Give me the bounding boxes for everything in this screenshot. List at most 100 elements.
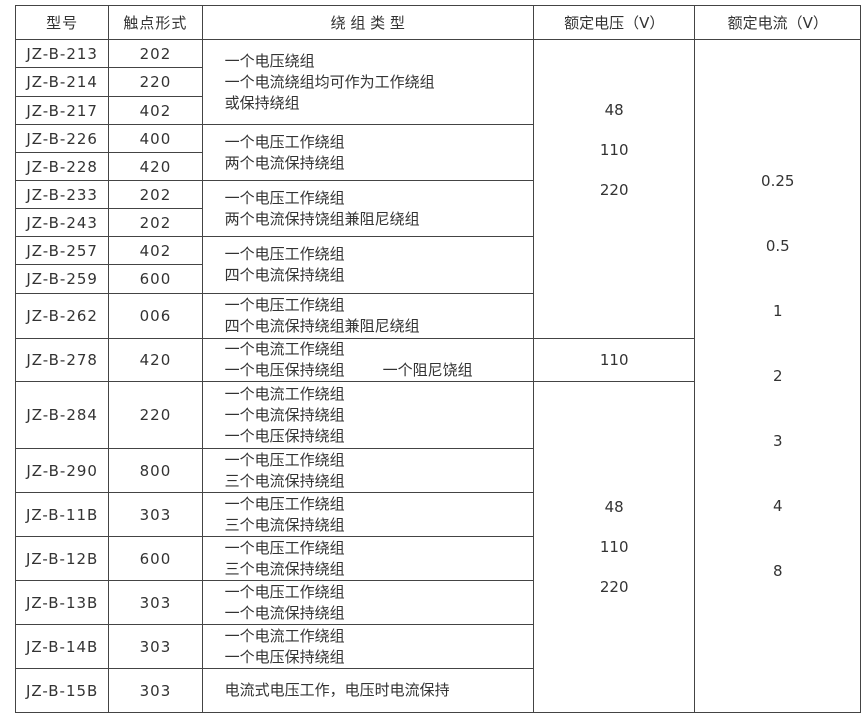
current-value: 0.25 <box>761 171 795 190</box>
voltage-value: 48 <box>604 101 624 119</box>
current-value: 0.5 <box>765 236 790 255</box>
winding-text: 一个阻尼饶组 <box>382 361 473 379</box>
voltage-value: 220 <box>599 181 629 199</box>
contact-cell: 202 <box>108 208 203 237</box>
model-cell: JZ-B-226 <box>14 124 110 153</box>
winding-cell: 一个电压工作绕组 三个电流保持绕组 <box>201 492 534 537</box>
contact-cell: 420 <box>108 338 203 382</box>
winding-line: 一个电压工作绕组 <box>224 494 345 513</box>
voltage-value: 220 <box>599 578 629 596</box>
current-value: 2 <box>772 366 783 385</box>
current-value: 8 <box>772 561 783 580</box>
table-row: JZ-B-213 202 一个电压绕组 一个电流绕组均可作为工作绕组 或保持绕组… <box>14 39 861 713</box>
table-row: JZ-B-12B 600 一个电压工作绕组 三个电流保持绕组 <box>14 536 861 581</box>
contact-cell: 220 <box>108 381 203 449</box>
winding-line: 三个电流保持绕组 <box>224 515 345 534</box>
table-row: JZ-B-262 006 一个电压工作绕组 四个电流保持绕组兼阻尼绕组 <box>14 293 861 339</box>
winding-line: 一个电压保持绕组 一个阻尼饶组 <box>225 360 533 381</box>
winding-cell: 一个电压工作绕组 两个电流保持饶组兼阻尼绕组 <box>201 180 534 237</box>
header-model: 型号 <box>14 5 110 40</box>
voltage-cell: 48 110 220 <box>532 39 696 339</box>
voltage-value: 48 <box>604 498 624 516</box>
table-row: JZ-B-226 400 一个电压工作绕组 两个电流保持绕组 <box>14 124 861 181</box>
contact-cell: 800 <box>108 448 203 493</box>
winding-line: 一个电流保持绕组 <box>224 405 345 424</box>
winding-line: 一个电流工作绕组 <box>224 626 345 645</box>
contact-cell: 303 <box>108 492 203 537</box>
contact-cell: 402 <box>108 236 203 265</box>
winding-line: 一个电压工作绕组 <box>224 582 345 601</box>
table-row: JZ-B-278 420 一个电流工作绕组 一个电压保持绕组 一个阻尼饶组 110 <box>14 338 861 382</box>
winding-cell: 一个电压绕组 一个电流绕组均可作为工作绕组 或保持绕组 <box>201 39 534 125</box>
table-row: JZ-B-11B 303 一个电压工作绕组 三个电流保持绕组 <box>14 492 861 537</box>
model-cell: JZ-B-217 <box>14 96 110 125</box>
model-cell: JZ-B-262 <box>14 293 110 339</box>
winding-line: 一个电流保持绕组 <box>224 603 345 622</box>
contact-cell: 202 <box>108 180 203 209</box>
winding-line: 电流式电压工作，电压时电流保持 <box>224 681 450 699</box>
model-cell: JZ-B-243 <box>14 208 110 237</box>
model-cell: JZ-B-290 <box>14 448 110 493</box>
winding-cell: 一个电压工作绕组 四个电流保持绕组 <box>201 236 534 294</box>
table-row: JZ-B-14B 303 一个电流工作绕组 一个电压保持绕组 <box>14 624 861 669</box>
voltage-value: 110 <box>599 538 629 556</box>
table-row: JZ-B-15B 303 电流式电压工作，电压时电流保持 <box>14 668 861 713</box>
table-row: JZ-B-284 220 一个电流工作绕组 一个电流保持绕组 一个电压保持绕组 … <box>14 381 861 713</box>
contact-cell: 420 <box>108 152 203 181</box>
voltage-cell: 110 <box>532 338 696 382</box>
winding-line: 一个电压工作绕组 <box>224 188 345 207</box>
model-cell: JZ-B-214 <box>14 67 110 97</box>
winding-line: 一个电流工作绕组 <box>224 384 345 403</box>
relay-spec-table: 型号 触点形式 绕 组 类 型 额定电压（V） 额定电流（V） JZ-B-213… <box>14 5 861 713</box>
model-cell: JZ-B-12B <box>14 536 110 581</box>
model-cell: JZ-B-213 <box>14 39 110 68</box>
winding-line: 一个电压保持绕组 <box>224 426 345 445</box>
winding-cell: 一个电流工作绕组 一个电流保持绕组 一个电压保持绕组 <box>201 381 534 449</box>
model-cell: JZ-B-13B <box>14 580 110 625</box>
winding-line: 一个电流工作绕组 <box>224 340 345 358</box>
contact-cell: 402 <box>108 96 203 125</box>
contact-cell: 600 <box>108 264 203 294</box>
table-row: JZ-B-257 402 一个电压工作绕组 四个电流保持绕组 <box>14 236 861 294</box>
winding-cell: 一个电压工作绕组 三个电流保持绕组 <box>201 448 534 493</box>
table-row: JZ-B-217 402 <box>14 96 861 125</box>
winding-line: 两个电流保持饶组兼阻尼绕组 <box>224 209 420 228</box>
contact-cell: 006 <box>108 293 203 339</box>
header-winding: 绕 组 类 型 <box>201 5 534 40</box>
winding-cell: 一个电压工作绕组 三个电流保持绕组 <box>201 536 534 581</box>
model-cell: JZ-B-233 <box>14 180 110 209</box>
table-row: JZ-B-243 202 <box>14 208 861 237</box>
contact-cell: 202 <box>108 39 203 68</box>
winding-line: 两个电流保持绕组 <box>224 153 345 172</box>
winding-line: 四个电流保持绕组兼阻尼绕组 <box>224 317 420 335</box>
model-cell: JZ-B-11B <box>14 492 110 537</box>
table-row: JZ-B-233 202 一个电压工作绕组 两个电流保持饶组兼阻尼绕组 <box>14 180 861 237</box>
winding-line: 三个电流保持绕组 <box>224 559 345 578</box>
winding-cell: 电流式电压工作，电压时电流保持 <box>201 668 534 713</box>
model-cell: JZ-B-257 <box>14 236 110 265</box>
contact-cell: 303 <box>108 580 203 625</box>
winding-text: 一个电压保持绕组 <box>224 361 345 379</box>
header-current: 额定电流（V） <box>694 5 861 40</box>
winding-cell: 一个电压工作绕组 四个电流保持绕组兼阻尼绕组 <box>201 293 534 339</box>
winding-cell: 一个电压工作绕组 一个电流保持绕组 <box>201 580 534 625</box>
winding-line: 一个电压工作绕组 <box>224 450 345 469</box>
winding-line: 一个电压工作绕组 <box>224 296 345 314</box>
winding-line: 一个电压绕组 <box>224 51 315 70</box>
contact-cell: 400 <box>108 124 203 153</box>
voltage-value: 110 <box>599 141 629 159</box>
winding-line: 一个电压工作绕组 <box>224 538 345 557</box>
winding-line: 一个电压工作绕组 <box>224 132 345 151</box>
model-cell: JZ-B-15B <box>14 668 110 713</box>
winding-line: 或保持绕组 <box>224 93 300 112</box>
contact-cell: 303 <box>108 624 203 669</box>
model-cell: JZ-B-228 <box>14 152 110 181</box>
model-cell: JZ-B-278 <box>14 338 110 382</box>
contact-cell: 220 <box>108 67 203 97</box>
header-voltage: 额定电压（V） <box>532 5 696 40</box>
winding-cell: 一个电压工作绕组 两个电流保持绕组 <box>201 124 534 181</box>
winding-line: 一个电压工作绕组 <box>224 245 345 263</box>
current-value: 3 <box>772 431 783 450</box>
model-cell: JZ-B-284 <box>14 381 110 449</box>
winding-line: 三个电流保持绕组 <box>224 471 345 490</box>
